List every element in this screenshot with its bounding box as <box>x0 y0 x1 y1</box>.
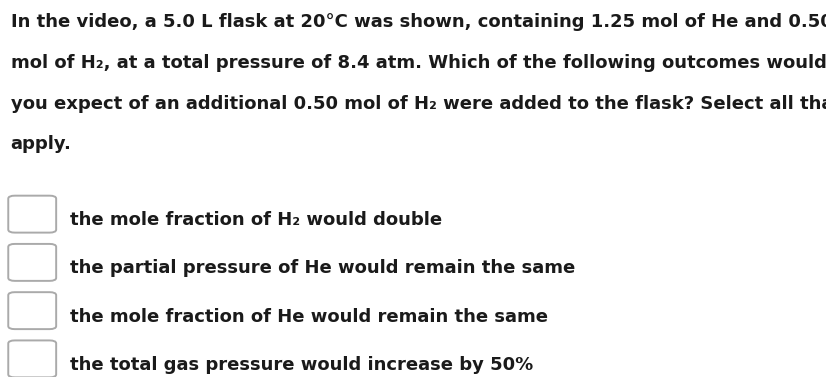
FancyBboxPatch shape <box>8 292 56 329</box>
FancyBboxPatch shape <box>8 244 56 281</box>
Text: apply.: apply. <box>11 135 72 153</box>
Text: the total gas pressure would increase by 50%: the total gas pressure would increase by… <box>70 356 534 374</box>
Text: mol of H₂, at a total pressure of 8.4 atm. Which of the following outcomes would: mol of H₂, at a total pressure of 8.4 at… <box>11 54 826 72</box>
Text: the mole fraction of He would remain the same: the mole fraction of He would remain the… <box>70 308 548 326</box>
Text: In the video, a 5.0 L flask at 20°C was shown, containing 1.25 mol of He and 0.5: In the video, a 5.0 L flask at 20°C was … <box>11 13 826 31</box>
Text: the partial pressure of He would remain the same: the partial pressure of He would remain … <box>70 259 576 277</box>
Text: the mole fraction of H₂ would double: the mole fraction of H₂ would double <box>70 211 443 229</box>
Text: you expect of an additional 0.50 mol of H₂ were added to the flask? Select all t: you expect of an additional 0.50 mol of … <box>11 95 826 113</box>
FancyBboxPatch shape <box>8 196 56 233</box>
FancyBboxPatch shape <box>8 340 56 377</box>
